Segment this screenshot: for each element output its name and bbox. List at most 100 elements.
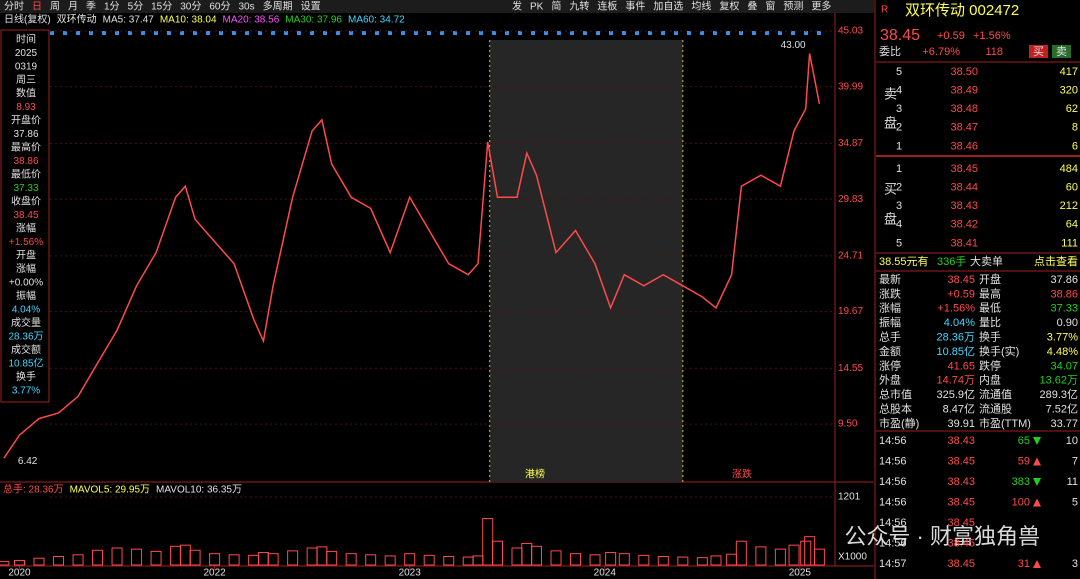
tick-time: 14:56 bbox=[879, 435, 907, 447]
tool-button[interactable]: 均线 bbox=[691, 0, 711, 13]
stat-label: 最高 bbox=[979, 286, 1001, 300]
period-tab[interactable]: 30s bbox=[239, 2, 255, 13]
volume-bar bbox=[443, 556, 455, 566]
tool-button[interactable]: 连板 bbox=[597, 0, 617, 13]
price-change: +0.59 bbox=[937, 30, 965, 42]
period-tab[interactable]: 30分 bbox=[180, 1, 201, 13]
price-line bbox=[3, 53, 821, 459]
period-tab[interactable]: 日 bbox=[32, 2, 42, 13]
period-tab[interactable]: 月 bbox=[68, 1, 78, 13]
info-item: 周三 bbox=[16, 74, 36, 86]
volume-bar bbox=[570, 553, 582, 566]
book-volume: 111 bbox=[1061, 237, 1078, 249]
book-level: 1 bbox=[896, 140, 902, 152]
marker: R bbox=[881, 5, 888, 16]
volume-bar bbox=[209, 553, 221, 566]
book-volume: 484 bbox=[1060, 163, 1078, 175]
period-tab[interactable]: 60分 bbox=[209, 1, 230, 13]
period-tab[interactable]: 季 bbox=[86, 1, 96, 13]
tool-button[interactable]: 简 bbox=[551, 0, 561, 13]
sell-button[interactable] bbox=[1052, 45, 1071, 58]
stat-label: 总股本 bbox=[879, 402, 912, 416]
tick-price: 38.45 bbox=[947, 455, 975, 467]
stat-label: 涨停 bbox=[879, 358, 901, 372]
ma-legend: MA10: 38.04 bbox=[160, 15, 217, 26]
volume-bar bbox=[92, 549, 104, 566]
tool-button[interactable]: 更多 bbox=[811, 0, 831, 13]
stock-name: 双环传动 002472 bbox=[905, 2, 1019, 19]
tool-button[interactable]: 事件 bbox=[625, 0, 645, 13]
volume-bar bbox=[657, 556, 669, 566]
volume-bar bbox=[150, 550, 162, 566]
volume-bar bbox=[72, 554, 84, 566]
period-tab[interactable]: 5分 bbox=[128, 1, 144, 13]
tool-button[interactable]: 九转 bbox=[569, 0, 589, 13]
tool-button[interactable]: 叠 bbox=[747, 1, 757, 13]
commission-label: 委比 bbox=[879, 45, 901, 58]
tick-price: 38.45 bbox=[947, 537, 975, 549]
x-tick-label: 2022 bbox=[203, 568, 226, 579]
tool-button[interactable]: 复权 bbox=[719, 0, 739, 13]
period-tab[interactable]: 1分 bbox=[104, 1, 120, 13]
book-volume: 64 bbox=[1066, 219, 1078, 231]
stat-label: 市盈(静) bbox=[879, 416, 919, 430]
tool-button[interactable]: 发 bbox=[512, 0, 522, 13]
period-tab[interactable]: 设置 bbox=[301, 1, 321, 13]
tick-arrow bbox=[1033, 478, 1041, 486]
highlight-region bbox=[489, 40, 683, 482]
y-tick-label: 29.83 bbox=[838, 194, 863, 205]
sell-button-label[interactable]: 卖 bbox=[1056, 45, 1067, 58]
book-level: 1 bbox=[896, 163, 902, 175]
stat-label: 涨幅 bbox=[879, 302, 901, 315]
tick-price: 38.43 bbox=[947, 476, 975, 488]
period-tab[interactable]: 分时 bbox=[4, 1, 24, 13]
info-item: 37.86 bbox=[13, 129, 38, 140]
big-order-link[interactable]: 点击查看 bbox=[1034, 254, 1078, 268]
period-tab[interactable]: 周 bbox=[50, 1, 60, 13]
tool-button[interactable]: 预测 bbox=[783, 0, 803, 13]
volume-bar bbox=[531, 545, 543, 566]
volume-bar bbox=[345, 553, 357, 566]
info-item: 开盘价 bbox=[11, 114, 41, 127]
stat-label: 金额 bbox=[879, 344, 901, 358]
stat-value: 28.36万 bbox=[936, 332, 975, 344]
y-tick-label: 1201 bbox=[838, 492, 861, 503]
stat-value: 38.86 bbox=[1050, 288, 1078, 300]
volume-legend: 总手: 28.36万 bbox=[3, 483, 64, 496]
buy-button[interactable] bbox=[1029, 45, 1048, 58]
info-item: 振幅 bbox=[16, 289, 36, 302]
info-item: 时间 bbox=[16, 33, 36, 46]
volume-bar bbox=[131, 548, 143, 566]
tool-button[interactable]: 窗 bbox=[765, 0, 775, 13]
book-level: 5 bbox=[896, 237, 902, 249]
info-item: 10.85亿 bbox=[8, 357, 43, 370]
buy-button-label[interactable]: 买 bbox=[1033, 45, 1044, 58]
tick-price: 38.45 bbox=[947, 496, 975, 508]
book-price: 38.44 bbox=[950, 182, 978, 194]
toolbar-bg bbox=[0, 0, 874, 13]
tool-button[interactable]: PK bbox=[530, 2, 544, 13]
stat-label: 总手 bbox=[879, 330, 901, 344]
period-tab[interactable]: 15分 bbox=[151, 1, 172, 13]
tool-button[interactable]: 加自选 bbox=[653, 0, 683, 13]
info-item: 收盘价 bbox=[11, 195, 41, 208]
stat-label: 振幅 bbox=[879, 315, 901, 329]
stat-label: 最低 bbox=[979, 302, 1001, 315]
volume-bar bbox=[33, 557, 45, 566]
stat-label: 跌停 bbox=[979, 358, 1001, 372]
tick-count: 11 bbox=[1067, 476, 1078, 488]
volume-bar bbox=[0, 561, 10, 566]
ma-legend: MA5: 37.47 bbox=[103, 15, 155, 26]
volume-bar bbox=[677, 556, 689, 566]
volume-bar bbox=[404, 553, 416, 566]
book-price: 38.50 bbox=[950, 66, 978, 78]
y-tick-label: 14.55 bbox=[838, 363, 863, 374]
commission-diff: 118 bbox=[985, 46, 1003, 58]
book-price: 38.45 bbox=[950, 163, 978, 175]
info-item: 开盘 bbox=[16, 249, 36, 262]
period-tab[interactable]: 多周期 bbox=[263, 0, 293, 13]
info-item: +0.00% bbox=[9, 278, 43, 289]
info-item: 涨幅 bbox=[16, 262, 36, 275]
